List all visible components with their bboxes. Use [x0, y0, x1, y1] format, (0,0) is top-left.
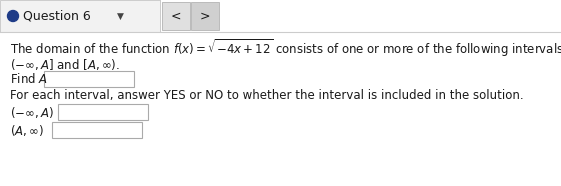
Bar: [162, 2, 190, 30]
Bar: [58, 104, 148, 120]
Text: $(A, \infty)$: $(A, \infty)$: [10, 123, 44, 137]
Text: $(-\infty, A]$ and $[A, \infty)$.: $(-\infty, A]$ and $[A, \infty)$.: [10, 57, 120, 71]
Bar: [0, 0, 160, 32]
Text: <: <: [171, 9, 181, 23]
Text: Question 6: Question 6: [23, 9, 91, 23]
Text: For each interval, answer YES or NO to whether the interval is included in the s: For each interval, answer YES or NO to w…: [10, 89, 523, 102]
Text: The domain of the function $f(x) = \sqrt{-4x + 12}$ consists of one or more of t: The domain of the function $f(x) = \sqrt…: [10, 37, 561, 59]
Text: >: >: [200, 9, 210, 23]
Text: $(-\infty, A)$: $(-\infty, A)$: [10, 105, 54, 119]
Text: ▼: ▼: [117, 12, 123, 20]
Bar: [191, 2, 219, 30]
Circle shape: [7, 10, 19, 22]
Bar: [44, 71, 134, 87]
Text: Find $A$: Find $A$: [10, 72, 48, 86]
Text: The domain of the function: The domain of the function: [0, 185, 1, 186]
Bar: [52, 122, 142, 138]
